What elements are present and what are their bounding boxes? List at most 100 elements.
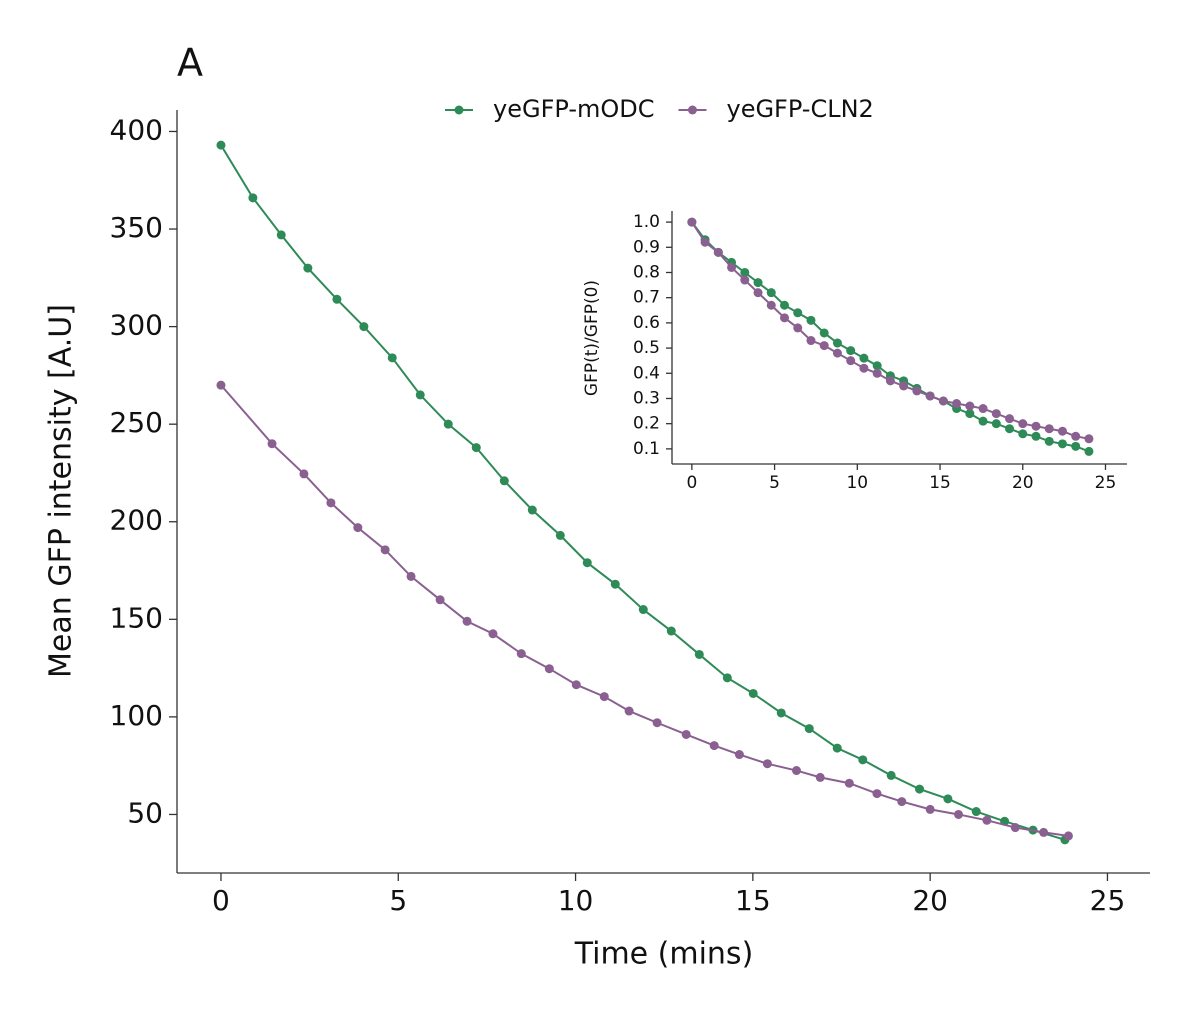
- data-point: [762, 759, 772, 769]
- data-point: [722, 673, 732, 683]
- x-tick-label: 25: [1095, 473, 1117, 493]
- data-point: [326, 498, 336, 508]
- data-point: [332, 294, 342, 304]
- data-point: [652, 718, 662, 728]
- panel-label: A: [177, 41, 203, 85]
- data-point: [1084, 446, 1094, 456]
- data-point: [872, 789, 882, 799]
- legend-label: yeGFP-CLN2: [726, 95, 873, 123]
- legend-marker: [687, 105, 697, 115]
- y-tick-label: 50: [127, 796, 163, 829]
- data-point: [727, 262, 737, 272]
- data-point: [353, 523, 363, 533]
- data-point: [780, 300, 790, 310]
- series-line: [691, 221, 1090, 453]
- data-point: [915, 784, 925, 794]
- data-point: [780, 313, 790, 323]
- data-point: [516, 649, 526, 659]
- data-point: [599, 692, 609, 702]
- data-point: [859, 353, 869, 363]
- data-point: [1005, 424, 1015, 434]
- y-tick-label: 1.0: [633, 212, 660, 232]
- data-point: [978, 416, 988, 426]
- data-point: [793, 323, 803, 333]
- data-point: [954, 809, 964, 819]
- data-point: [978, 404, 988, 414]
- data-point: [267, 439, 277, 449]
- data-point: [488, 629, 498, 639]
- data-point: [965, 409, 975, 419]
- y-tick-label: 300: [110, 309, 163, 342]
- data-point: [571, 680, 581, 690]
- data-point: [846, 356, 856, 366]
- data-point: [912, 386, 922, 396]
- data-point: [276, 230, 286, 240]
- x-tick-label: 15: [735, 884, 771, 917]
- x-tick-label: 0: [212, 884, 230, 917]
- data-point: [1031, 431, 1041, 441]
- data-point: [406, 571, 416, 581]
- data-point: [462, 616, 472, 626]
- y-tick-label: 0.1: [633, 439, 660, 459]
- data-point: [734, 750, 744, 760]
- data-point: [776, 708, 786, 718]
- legend-label: yeGFP-mODC: [493, 95, 654, 123]
- series-line: [691, 221, 1090, 440]
- data-point: [216, 140, 226, 150]
- data-point: [1018, 419, 1028, 429]
- data-point: [694, 649, 704, 659]
- data-point: [1071, 431, 1081, 441]
- data-point: [952, 399, 962, 409]
- data-point: [709, 741, 719, 751]
- x-tick-label: 25: [1090, 884, 1126, 917]
- y-tick-label: 0.9: [633, 237, 660, 257]
- data-point: [415, 390, 425, 400]
- data-point: [899, 381, 909, 391]
- data-point: [216, 380, 226, 390]
- data-point: [1005, 414, 1015, 424]
- x-tick-label: 10: [846, 473, 868, 493]
- data-point: [991, 419, 1001, 429]
- data-point: [1044, 424, 1054, 434]
- data-point: [753, 288, 763, 298]
- data-point: [819, 341, 829, 351]
- data-point: [925, 391, 935, 401]
- data-point: [832, 338, 842, 348]
- data-point: [527, 505, 537, 515]
- y-tick-label: 0.6: [633, 313, 660, 333]
- data-point: [748, 688, 758, 698]
- data-point: [1057, 426, 1067, 436]
- data-point: [982, 815, 992, 825]
- data-point: [610, 579, 620, 589]
- data-point: [1010, 823, 1020, 833]
- data-point: [766, 300, 776, 310]
- data-point: [582, 558, 592, 568]
- data-point: [1063, 831, 1073, 841]
- data-point: [1057, 439, 1067, 449]
- data-point: [806, 336, 816, 346]
- data-point: [303, 263, 313, 273]
- legend-marker: [454, 105, 464, 115]
- data-point: [971, 807, 981, 817]
- y-axis-label: Mean GFP intensity [A.U]: [44, 304, 79, 678]
- data-point: [1044, 436, 1054, 446]
- y-tick-label: 400: [110, 113, 163, 146]
- data-point: [1039, 827, 1049, 837]
- data-point: [753, 278, 763, 288]
- data-point: [872, 368, 882, 378]
- data-point: [740, 275, 750, 285]
- x-tick-label: 10: [558, 884, 594, 917]
- data-point: [666, 626, 676, 636]
- data-point: [804, 724, 814, 734]
- x-tick-label: 20: [912, 884, 948, 917]
- data-point: [471, 443, 481, 453]
- x-tick-label: 5: [389, 884, 407, 917]
- data-point: [380, 545, 390, 555]
- data-point: [1071, 441, 1081, 451]
- data-point: [713, 247, 723, 257]
- data-point: [943, 794, 953, 804]
- data-point: [832, 743, 842, 753]
- data-point: [819, 328, 829, 338]
- x-tick-label: 15: [929, 473, 951, 493]
